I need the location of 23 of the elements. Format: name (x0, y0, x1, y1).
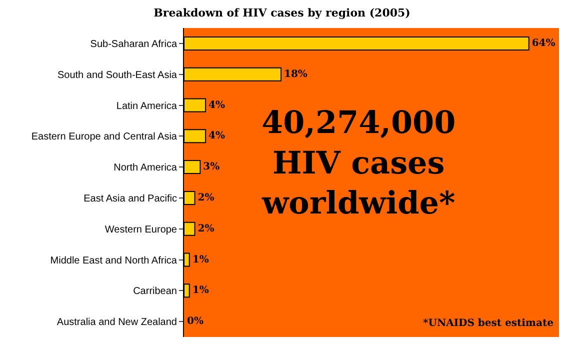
data-label: 3% (203, 162, 220, 173)
data-label: 2% (198, 192, 215, 204)
chart-title: Breakdown of HIV cases by region (2005) (154, 6, 410, 20)
data-label: 0% (187, 316, 204, 328)
y-tick-label: Australia and New Zealand (56, 317, 177, 328)
y-tick-label: South and South-East Asia (57, 70, 178, 81)
data-label: 64% (532, 38, 556, 49)
data-label: 4% (208, 130, 226, 142)
data-label: 4% (208, 100, 226, 111)
y-tick-label: Middle East and North Africa (50, 255, 178, 266)
y-tick-label: East Asia and Pacific (84, 193, 177, 204)
data-label: 18% (284, 68, 308, 80)
y-tick-label: Latin America (116, 100, 178, 112)
data-label: 1% (192, 254, 210, 266)
data-label: 2% (198, 223, 215, 234)
data-label: 1% (192, 285, 210, 296)
annotation: *UNAIDS best estimate (423, 318, 554, 329)
y-tick-label: Sub-Saharan Africa (90, 38, 178, 50)
annotation: 40,274,000 HIV cases worldwide* (261, 105, 456, 222)
y-tick-label: Carribean (133, 286, 177, 298)
y-tick-label: Eastern Europe and Central Asia (31, 132, 178, 143)
y-tick-label: North America (114, 162, 178, 174)
y-tick-label: Western Europe (104, 224, 178, 236)
